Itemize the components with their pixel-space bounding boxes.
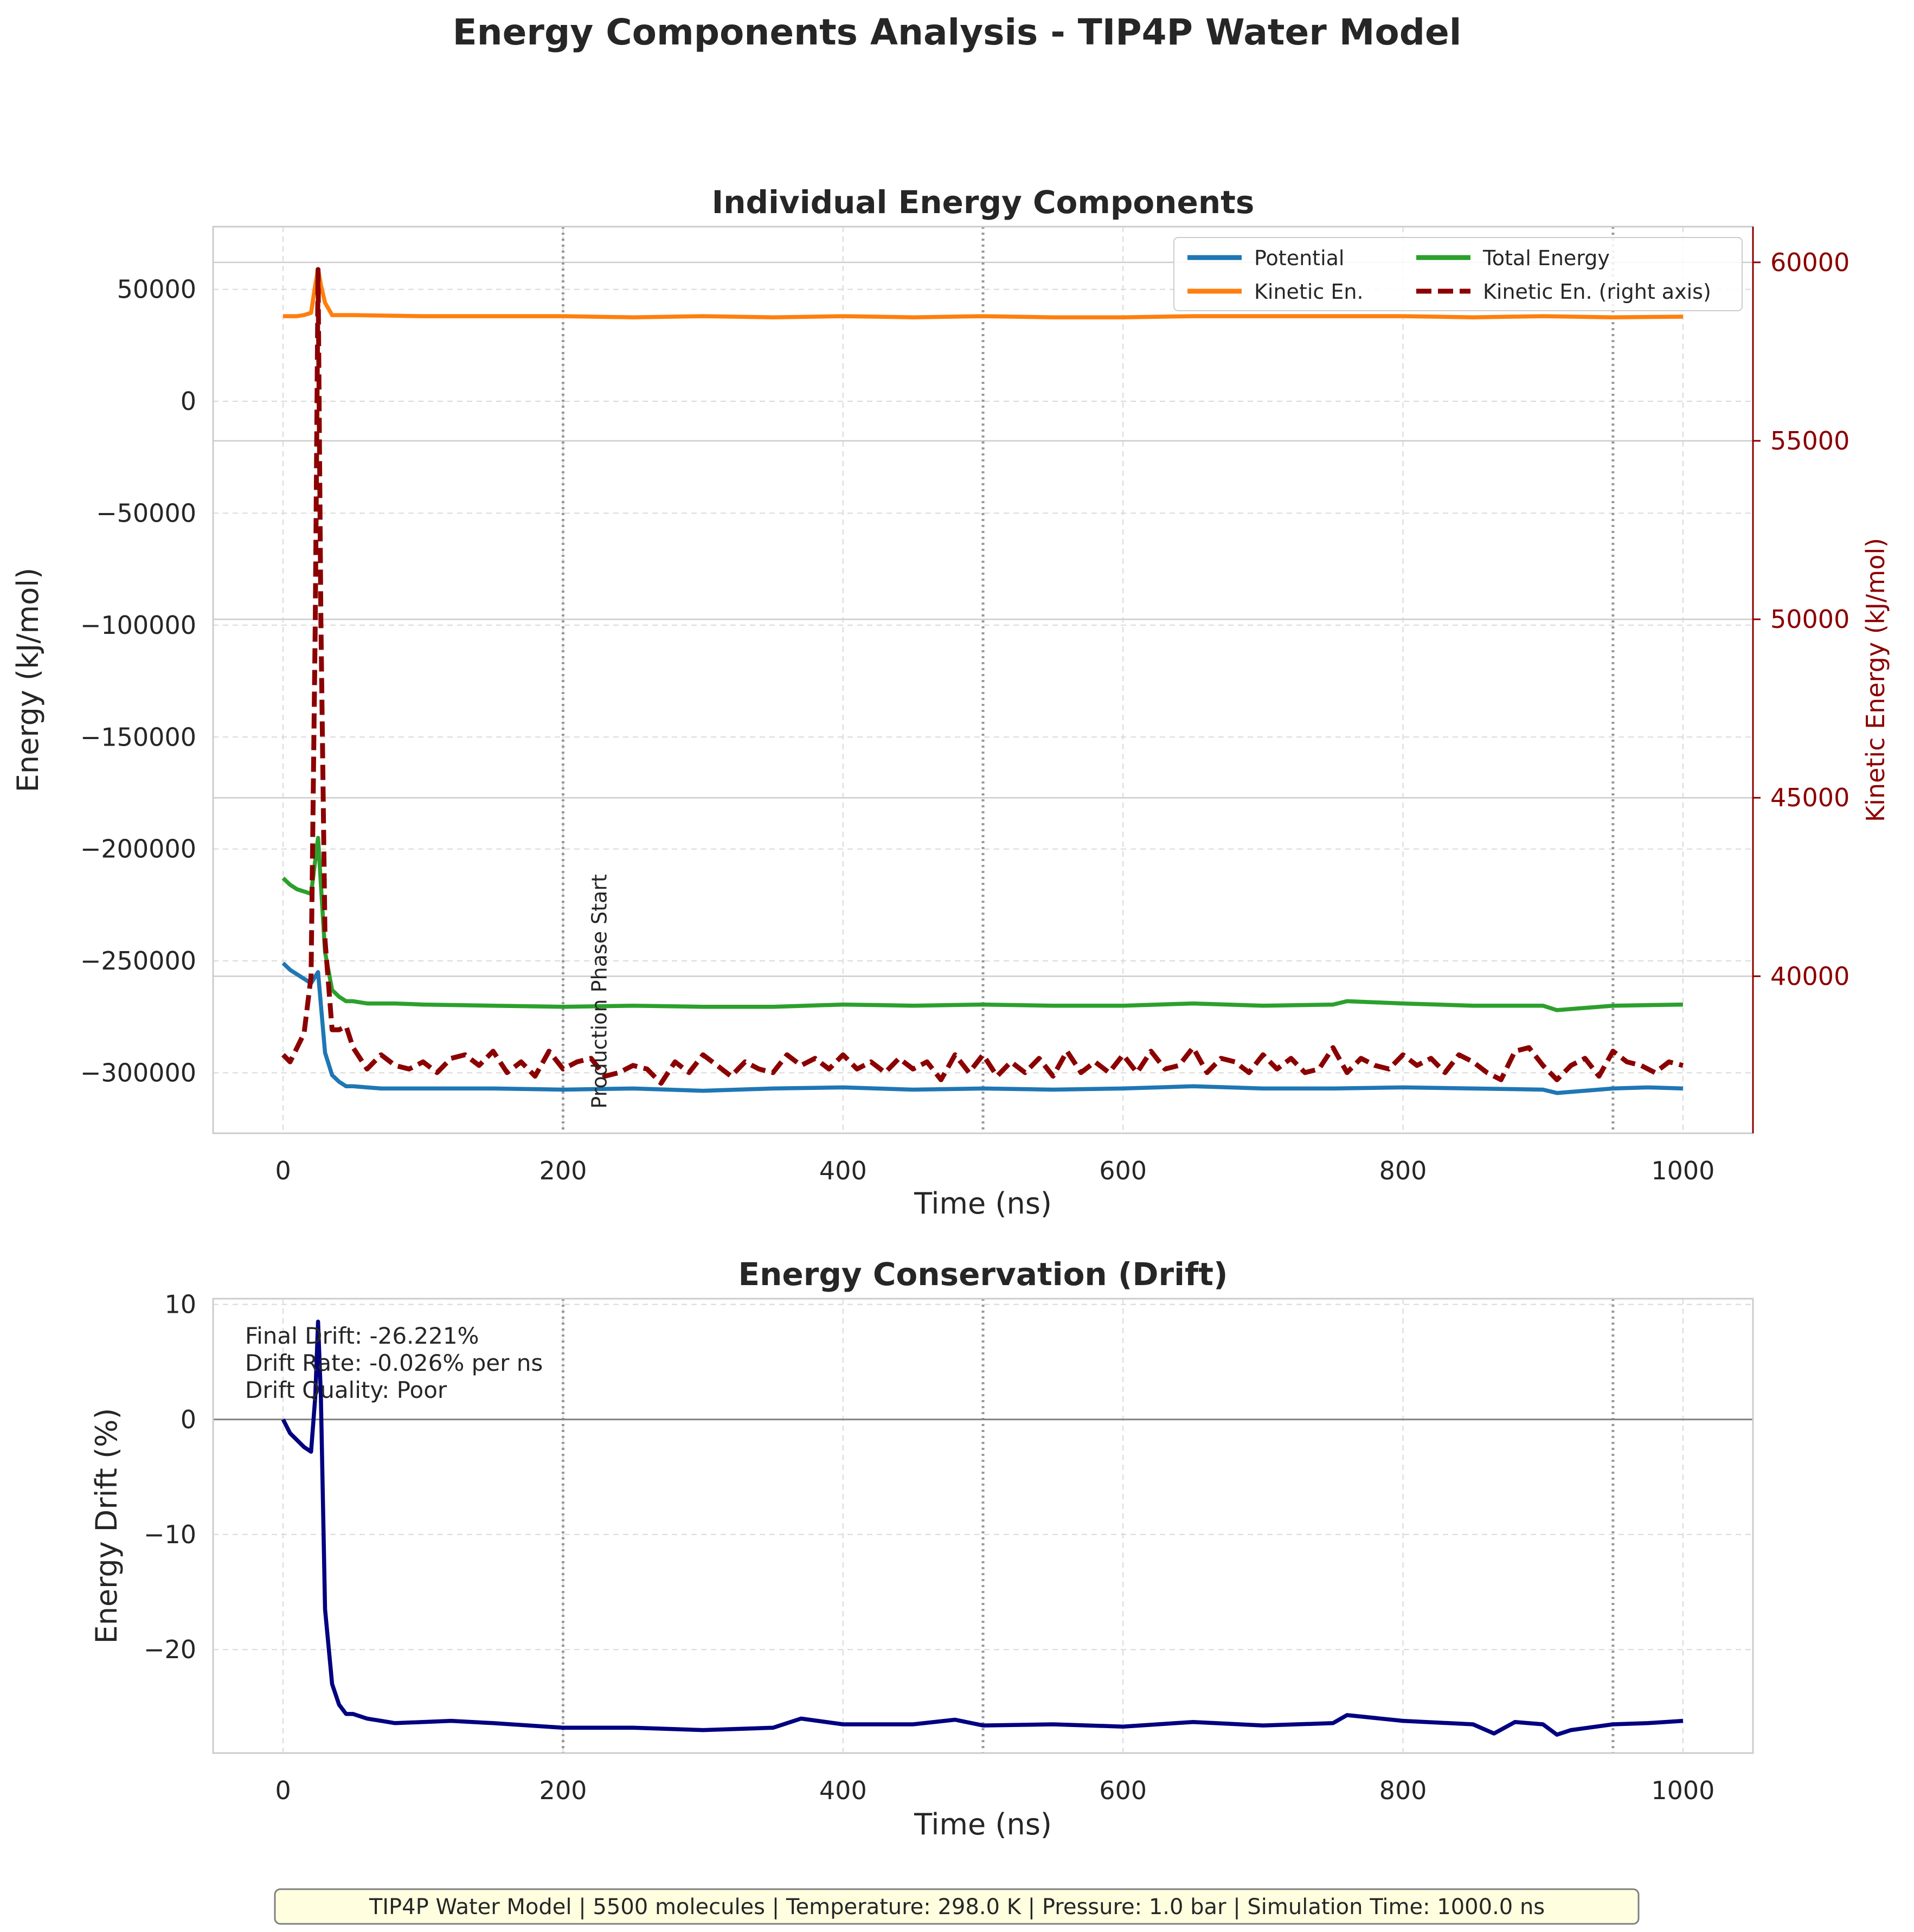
energy-drift-chart: Energy Conservation (Drift) 0 200 400 600 80… xyxy=(89,1256,1754,1841)
top-x-tick-label: 1000 xyxy=(1651,1156,1714,1185)
bottom-y-tick-label: 10 xyxy=(164,1290,196,1319)
bottom-x-tick-label: 0 xyxy=(275,1776,291,1805)
footer-box xyxy=(274,1888,1640,1925)
bottom-x-tick-label: 800 xyxy=(1379,1776,1427,1805)
series-line-drift xyxy=(281,1319,1684,1737)
series-line-kinetic-right xyxy=(281,267,1684,1086)
production-phase-annotation: Production Phase Start xyxy=(587,874,611,1109)
top-y-tick-label: 0 xyxy=(181,387,196,416)
bottom-phase-lines xyxy=(561,1299,1615,1753)
top-y-tick-label: −200000 xyxy=(80,835,196,864)
bottom-chart-title: Energy Conservation (Drift) xyxy=(738,1256,1228,1293)
top-x-axis-label: Time (ns) xyxy=(914,1186,1052,1221)
bottom-plot-frame xyxy=(212,1298,1754,1754)
top-y-tick-label: −250000 xyxy=(80,946,196,975)
top-right-y-ticks: 60000 55000 50000 45000 40000 xyxy=(1753,248,1849,991)
top-right-y-tick-label: 55000 xyxy=(1770,426,1849,455)
top-x-tick-label: 0 xyxy=(275,1156,291,1185)
top-y-tick-label: −150000 xyxy=(80,722,196,752)
top-y-tick-label: −100000 xyxy=(80,611,196,640)
top-y-tick-label: 50000 xyxy=(117,275,196,304)
bottom-x-tick-label: 1000 xyxy=(1651,1776,1714,1805)
top-x-tick-label: 800 xyxy=(1379,1156,1427,1185)
top-y-tick-label: −300000 xyxy=(80,1058,196,1088)
top-right-y-tick-label: 60000 xyxy=(1770,248,1849,277)
legend-label-kinetic-right: Kinetic En. (right axis) xyxy=(1483,280,1711,304)
top-series-group xyxy=(281,267,1684,1095)
footer-text: TIP4P Water Model | 5500 molecules | Tem… xyxy=(369,1895,1545,1920)
top-phase-lines xyxy=(561,227,1615,1133)
figure-title: Energy Components Analysis - TIP4P Water… xyxy=(453,11,1462,53)
legend-box xyxy=(1173,237,1743,311)
bottom-series-group xyxy=(281,1319,1684,1737)
top-right-y-tick-label: 40000 xyxy=(1770,961,1849,991)
drift-stat-quality: Drift Quality: Poor xyxy=(245,1377,447,1403)
bottom-x-tick-label: 400 xyxy=(819,1776,867,1805)
top-y-tick-label: −50000 xyxy=(96,498,196,528)
bottom-y-tick-label: −20 xyxy=(144,1635,196,1664)
bottom-x-ticks: 0 200 400 600 800 1000 xyxy=(275,1776,1714,1805)
series-line-potential xyxy=(281,961,1684,1095)
bottom-x-tick-label: 200 xyxy=(539,1776,587,1805)
bottom-y-axis-label: Energy Drift (%) xyxy=(89,1408,124,1644)
series-line-total xyxy=(281,836,1683,1012)
simulation-info-footer: TIP4P Water Model | 5500 molecules | Tem… xyxy=(274,1888,1640,1925)
legend-label-potential: Potential xyxy=(1254,246,1344,270)
bottom-x-tick-label: 600 xyxy=(1099,1776,1147,1805)
top-x-tick-label: 400 xyxy=(819,1156,867,1185)
bottom-y-tick-label: −10 xyxy=(144,1520,196,1549)
top-chart-title: Individual Energy Components xyxy=(712,184,1255,221)
bottom-x-axis-label: Time (ns) xyxy=(914,1807,1052,1841)
legend-label-kinetic: Kinetic En. xyxy=(1254,280,1364,304)
top-right-y-tick-label: 45000 xyxy=(1770,783,1849,812)
energy-components-chart: Individual Energy Components 0 200 400 600 8… xyxy=(11,184,1890,1221)
top-right-axis-grid xyxy=(213,261,1753,977)
top-x-tick-label: 200 xyxy=(539,1156,587,1185)
top-y-ticks: 50000 0 −50000 −100000 −150000 −200000 −250000… xyxy=(80,275,196,1088)
top-x-tick-label: 600 xyxy=(1099,1156,1147,1185)
legend-label-total: Total Energy xyxy=(1482,246,1610,270)
drift-stat-final: Final Drift: -26.221% xyxy=(245,1323,479,1349)
top-right-y-tick-label: 50000 xyxy=(1770,605,1849,634)
top-legend: Potential Kinetic En. Total Energy Kinet… xyxy=(1173,237,1743,311)
drift-stats-box: Final Drift: -26.221% Drift Rate: -0.026… xyxy=(245,1323,543,1403)
bottom-y-ticks: 10 0 −10 −20 xyxy=(144,1290,196,1664)
top-grid xyxy=(213,227,1753,1133)
top-x-ticks: 0 200 400 600 800 1000 xyxy=(275,1156,1714,1185)
top-right-y-axis-label: Kinetic Energy (kJ/mol) xyxy=(1861,538,1890,822)
bottom-y-tick-label: 0 xyxy=(181,1405,196,1434)
top-y-axis-label: Energy (kJ/mol) xyxy=(11,568,45,792)
drift-stat-rate: Drift Rate: -0.026% per ns xyxy=(245,1350,543,1376)
